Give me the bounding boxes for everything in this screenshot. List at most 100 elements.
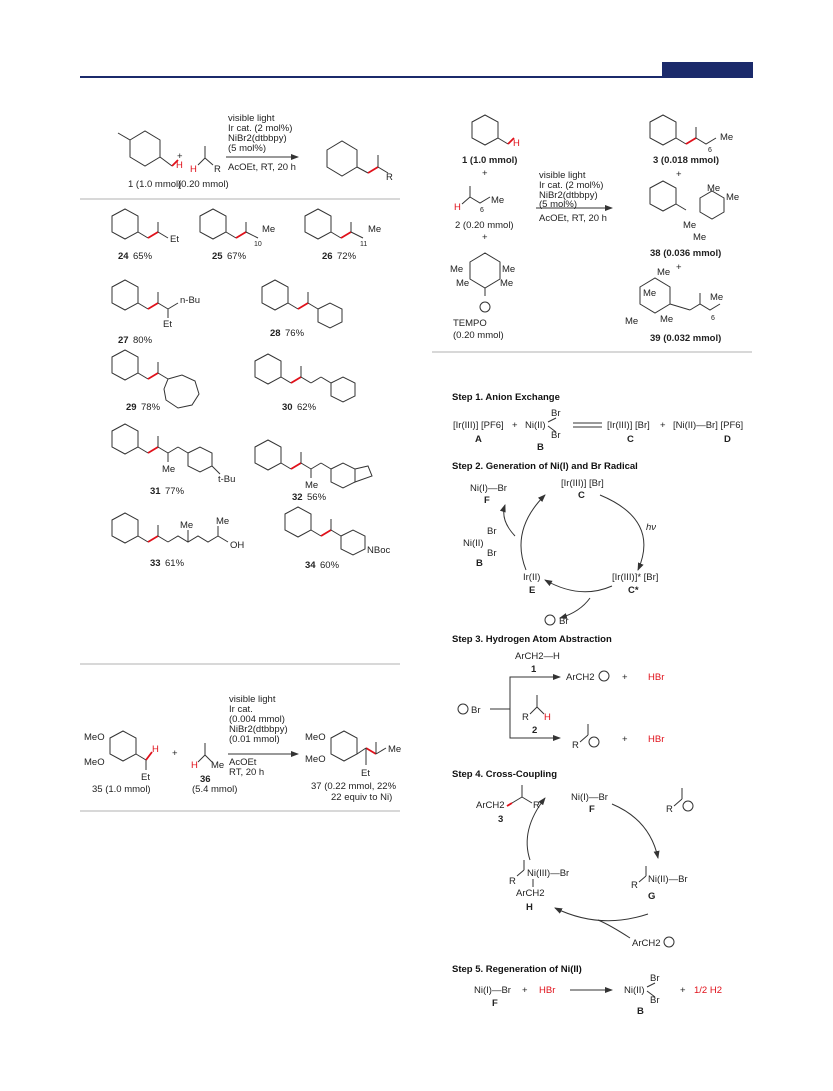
scheme-text: Me [162,464,175,475]
step5-equation: Ni(I)—Br F + HBr Ni(II) Br Br B + 1/2 H2 [474,973,722,1017]
product-31-num: 31 [150,486,161,497]
scheme-text: R [631,880,638,891]
scheme-text: + [676,169,682,180]
scheme-text: Br [559,616,569,627]
scheme-text: H [191,760,198,771]
scheme-text: [Ir(III)]* [Br] [612,572,658,583]
s1-cond-1: Ir cat. (2 mol%) [228,123,292,134]
scheme-text: HBr [539,985,555,996]
product-27-num: 27 [118,335,129,346]
product-33-num: 33 [150,558,161,569]
scheme-text: MeO [305,732,326,743]
scheme-text: Br [551,408,561,419]
scheme-text: Me [726,192,739,203]
scheme-text: Ni(III)—Br [527,868,569,879]
header-accent-block [662,62,753,78]
product-28-num: 28 [270,328,281,339]
scheme-text: Me [500,278,513,289]
product-30-yield: 62% [297,402,317,413]
scheme-text: + [676,262,682,273]
scheme-text: + [522,985,528,996]
scheme-text: 3 (0.018 mmol) [653,155,719,166]
product-30-num: 30 [282,402,293,413]
step4-heading: Step 4. Cross-Coupling [452,769,557,780]
s1-amount2: (0.20 mmol) [178,179,229,190]
scheme-text: (0.004 mmol) [229,714,285,725]
product-29-num: 29 [126,402,137,413]
scheme-text: 6 [480,207,484,214]
product-27-yield: 80% [133,335,153,346]
scheme-text: Me [216,516,229,527]
scheme-text: + [482,168,488,179]
scheme-text: visible light [539,170,586,181]
scheme-text: Me [368,224,381,235]
product-24-num: 24 [118,251,129,262]
step1-equation: [Ir(III)] [PF6] A + Ni(II) Br Br B [Ir(I… [453,408,743,453]
scheme-text: HBr [648,672,664,683]
scheme-text: Et [141,772,150,783]
product-25-num: 25 [212,251,223,262]
product-32-yield: 56% [307,492,327,503]
scheme-text: Br [487,548,497,559]
scheme-text: ArCH2 [566,672,595,683]
scheme-text: R [572,740,579,751]
scheme-text: Me [211,760,224,771]
scheme-text: [Ir(III)] [Br] [561,478,604,489]
scheme-text: Me [707,183,720,194]
scheme-text: C [578,490,585,501]
scheme-text: Et [361,768,370,779]
scheme-text: Me [305,480,318,491]
scheme-text: TEMPO [453,318,487,329]
s1-amount1: 1 (1.0 mmol) [128,179,181,190]
step2-heading: Step 2. Generation of Ni(I) and Br Radic… [452,461,638,472]
scheme-text: A [475,434,482,445]
s1-product-grid: Et 24 65% Me 10 25 67% Me 11 26 72% n-Bu… [111,208,390,571]
scheme-text: MeO [305,754,326,765]
scheme-text: Me [657,267,670,278]
scheme-text: ArCH2 [476,800,505,811]
step4-cycle: ArCH2 R 3 Ni(I)—Br F R R Ni(III)—Br ArCH… [476,785,694,949]
scheme-text: Ni(I)—Br [470,483,507,494]
scheme-text: NBoc [367,545,390,556]
scheme-text: E [529,585,535,596]
product-33-yield: 61% [165,558,185,569]
scheme-text: 10 [254,241,262,248]
scheme-text: (0.01 mmol) [229,734,280,745]
scheme-text: 36 [200,774,211,785]
s2-product-label: 37 (0.22 mmol, 22% [311,781,397,792]
scheme-text: [Ni(II)—Br] [PF6] [673,420,743,431]
scheme-text: + [622,734,628,745]
scheme-text: ArCH2 [516,888,545,899]
step3-scheme: ArCH2—H 1 Br ArCH2 + HBr R H 2 R + HBr [457,651,664,751]
scheme-text: NiBr2(dtbbpy) [229,724,288,735]
scheme-text: HBr [648,734,664,745]
scheme-text: Me [388,744,401,755]
scheme-text: MeO [84,732,105,743]
scheme-text: H [152,744,159,755]
s2-product-label2: 22 equiv to Ni) [331,792,392,803]
scheme-text: Ir cat. [229,704,253,715]
scheme-text: Et [163,319,172,330]
scheme-text: B [637,1006,644,1017]
scheme-text: 2 (0.20 mmol) [455,220,514,231]
scheme-text: Br [551,430,561,441]
scheme-text: B [537,442,544,453]
product-28-yield: 76% [285,328,305,339]
s1-h-label: H [176,160,183,171]
header-rule [80,76,753,78]
scheme-text: (5 mol%) [539,199,577,210]
scheme-text: 1/2 H2 [694,985,722,996]
scheme-text: Ni(II) [525,420,546,431]
scheme-text: MeO [84,757,105,768]
product-32-num: 32 [292,492,303,503]
s1-cond-0: visible light [228,113,275,124]
scheme-text: Me [710,292,723,303]
scheme-text: Br [650,995,660,1006]
product-34-num: 34 [305,560,316,571]
scheme-text: Ni(II)—Br [648,874,688,885]
step5-heading: Step 5. Regeneration of Ni(II) [452,964,582,975]
s1-aldehyde-h: H [190,164,197,175]
s2-amount36: (5.4 mmol) [192,784,237,795]
scheme-text: R [509,876,516,887]
